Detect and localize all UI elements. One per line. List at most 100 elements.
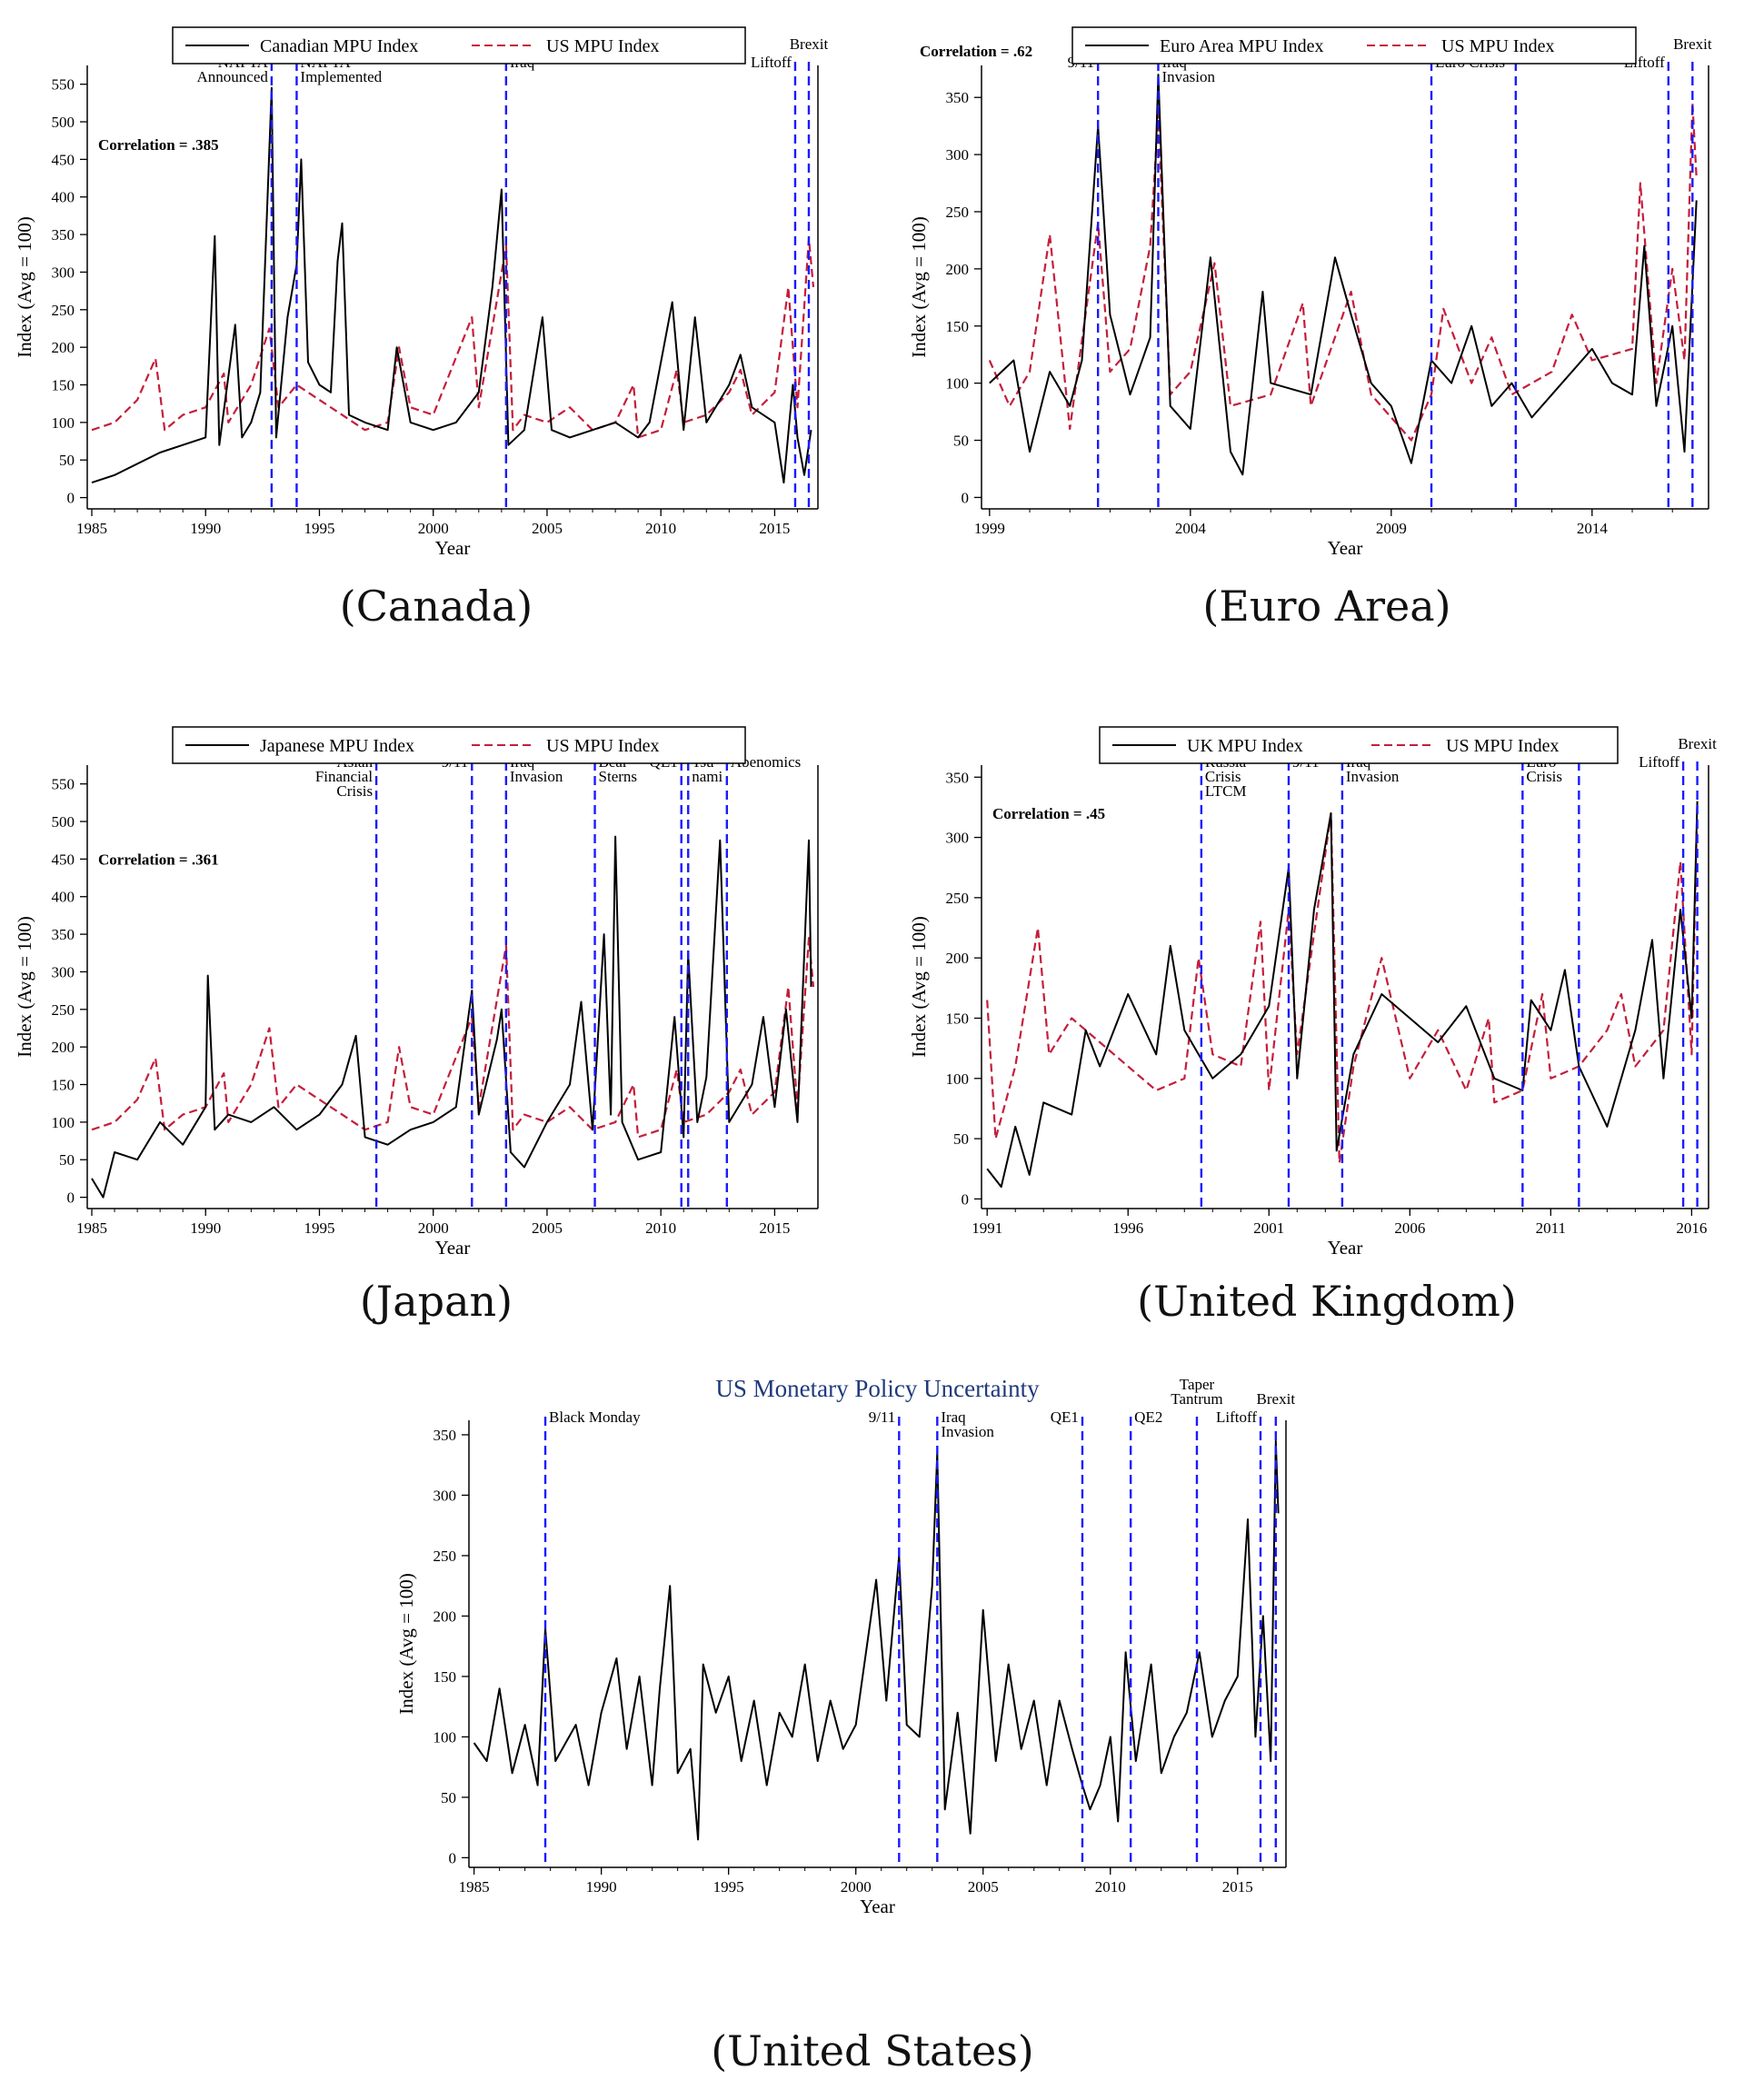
chart-japan-ytick-label: 400	[52, 889, 75, 906]
chart-us-xtick-label: 2005	[968, 1878, 999, 1896]
chart-japan-event-label: Abenomics	[731, 753, 801, 771]
chart-canada-ytick-label: 100	[52, 414, 75, 432]
chart-uk-ytick-label: 100	[946, 1070, 970, 1088]
chart-canada-xtick-label: 2015	[759, 520, 790, 537]
chart-euro-series-primary	[989, 74, 1698, 476]
chart-euro-ytick-label: 200	[946, 261, 970, 278]
chart-uk-event-label: Crisis	[1205, 768, 1241, 785]
chart-japan-xtick-label: 2005	[532, 1219, 563, 1237]
chart-us-event-label: QE1	[1051, 1408, 1079, 1426]
chart-us-ylabel: Index (Avg = 100)	[395, 1573, 417, 1715]
chart-euro-ytick-label: 50	[953, 433, 969, 450]
chart-canada-ytick-label: 450	[52, 151, 75, 168]
chart-us-event-label: 9/11	[869, 1408, 896, 1426]
chart-uk: 0 50 100 150 200 250 300 350 1991 1996 2001 2006 201…	[908, 726, 1717, 1259]
chart-uk-ytick-label: 250	[946, 890, 970, 907]
chart-japan-xtick-label: 1985	[76, 1219, 107, 1237]
chart-uk-event-label: Brexit	[1678, 735, 1717, 752]
chart-us-ytick-label: 250	[434, 1548, 457, 1565]
chart-japan-xtick-label: 1995	[304, 1219, 334, 1237]
chart-japan-ytick-label: 50	[59, 1151, 75, 1169]
chart-uk-xtick-label: 2006	[1394, 1219, 1425, 1237]
chart-japan-legend	[172, 726, 746, 764]
chart-japan-ytick-label: 0	[67, 1189, 75, 1207]
chart-japan-ytick-label: 150	[52, 1077, 75, 1094]
chart-canada-legend-label: US MPU Index	[546, 36, 659, 56]
chart-us-event-label: Taper	[1180, 1376, 1215, 1393]
chart-japan-xtick-label: 2010	[645, 1219, 676, 1237]
chart-euro-legend-label: Euro Area MPU Index	[1160, 36, 1324, 56]
chart-us-ytick-label: 300	[434, 1487, 457, 1504]
chart-canada-ytick-label: 50	[59, 452, 75, 469]
chart-japan-ytick-label: 500	[52, 813, 75, 831]
chart-us-xtick-label: 2015	[1222, 1878, 1253, 1896]
chart-us-xtick-label: 1985	[459, 1878, 490, 1896]
chart-euro-ytick-label: 0	[962, 489, 970, 506]
chart-euro-ytick-label: 150	[946, 318, 970, 335]
caption-canada: (Canada)	[339, 582, 533, 631]
chart-canada-legend	[172, 26, 746, 65]
chart-uk-event-label: Invasion	[1346, 768, 1400, 785]
chart-canada-xtick-label: 1995	[304, 520, 334, 537]
caption-us: (United States)	[711, 2026, 1034, 2075]
chart-uk-series-us-mpu-index	[986, 801, 1699, 1164]
chart-japan-ytick-label: 200	[52, 1039, 75, 1056]
chart-euro-ytick-label: 250	[946, 204, 970, 221]
chart-panel-euro-area: 0 50 100 150 200 250 300 350 1999 2004 2009 2014 Yea…	[891, 0, 1764, 663]
chart-japan-ytick-label: 450	[52, 851, 75, 868]
chart-japan-xlabel: Year	[435, 1237, 471, 1259]
chart-euro-xtick-label: 1999	[974, 520, 1005, 537]
chart-euro-xtick-label: 2009	[1376, 520, 1407, 537]
chart-japan-event-label: Financial	[315, 768, 374, 785]
chart-euro-ytick-label: 100	[946, 375, 970, 393]
chart-canada-xtick-label: 1990	[190, 520, 221, 537]
chart-japan-ytick-label: 350	[52, 926, 75, 943]
chart-japan-event-label: Sterns	[599, 768, 638, 785]
chart-canada-correlation-annotation: Correlation = .385	[98, 136, 219, 154]
chart-uk-ytick-label: 350	[946, 769, 970, 786]
chart-euro-correlation-annotation: Correlation = .62	[920, 43, 1032, 60]
chart-us-series-primary	[473, 1439, 1280, 1841]
chart-euro-event-label: Brexit	[1673, 35, 1712, 53]
chart-japan-xtick-label: 2000	[418, 1219, 449, 1237]
chart-us-event-label: Tantrum	[1171, 1390, 1222, 1408]
chart-euro-ytick-label: 350	[946, 89, 970, 106]
chart-uk-ytick-label: 50	[953, 1130, 969, 1148]
chart-uk-xtick-label: 2011	[1536, 1219, 1566, 1237]
chart-uk-ytick-label: 0	[962, 1190, 970, 1208]
chart-euro-event-label: Invasion	[1161, 68, 1215, 85]
chart-canada-xtick-label: 2010	[645, 520, 676, 537]
caption-uk: (United Kingdom)	[1137, 1277, 1517, 1326]
chart-uk-event-label: Crisis	[1526, 768, 1562, 785]
chart-us-xtick-label: 2010	[1095, 1878, 1126, 1896]
chart-us-event-label: Liftoff	[1216, 1408, 1257, 1426]
chart-euro-series-us-mpu-index	[988, 102, 1698, 442]
chart-us-xtick-label: 1990	[586, 1878, 617, 1896]
chart-japan-event-label: Crisis	[336, 782, 373, 800]
caption-euro-area: (Euro Area)	[1202, 582, 1451, 631]
chart-uk-xtick-label: 1996	[1112, 1219, 1143, 1237]
chart-canada-legend-label: Canadian MPU Index	[260, 36, 418, 56]
chart-euro-ylabel: Index (Avg = 100)	[908, 216, 930, 358]
chart-us-event-label: Invasion	[941, 1423, 994, 1440]
chart-uk-ytick-label: 150	[946, 1010, 970, 1027]
chart-canada-series-us-mpu-index	[91, 237, 815, 439]
chart-uk-series-primary	[986, 801, 1699, 1189]
chart-us-event-label: Iraq	[941, 1408, 966, 1426]
chart-us-ytick-label: 150	[434, 1668, 457, 1686]
chart-japan-legend-label: Japanese MPU Index	[260, 736, 414, 756]
chart-canada-xtick-label: 2000	[418, 520, 449, 537]
chart-canada-ytick-label: 550	[52, 76, 75, 94]
chart-panel-uk: 0 50 100 150 200 250 300 350 1991 1996 2001 2006 201…	[891, 700, 1764, 1354]
chart-uk-ylabel: Index (Avg = 100)	[908, 916, 930, 1058]
chart-euro-area: 0 50 100 150 200 250 300 350 1999 2004 2009 2014 Yea…	[908, 26, 1712, 559]
chart-canada-ytick-label: 150	[52, 377, 75, 394]
chart-us-ytick-label: 100	[434, 1728, 457, 1746]
chart-canada-ytick-label: 0	[67, 490, 75, 507]
chart-uk-xlabel: Year	[1328, 1237, 1363, 1259]
chart-euro-xtick-label: 2004	[1175, 520, 1207, 537]
chart-canada-xtick-label: 2005	[532, 520, 563, 537]
chart-canada-event-label: Announced	[197, 68, 269, 85]
caption-japan: (Japan)	[359, 1277, 513, 1326]
chart-euro-legend-label: US MPU Index	[1441, 36, 1554, 56]
